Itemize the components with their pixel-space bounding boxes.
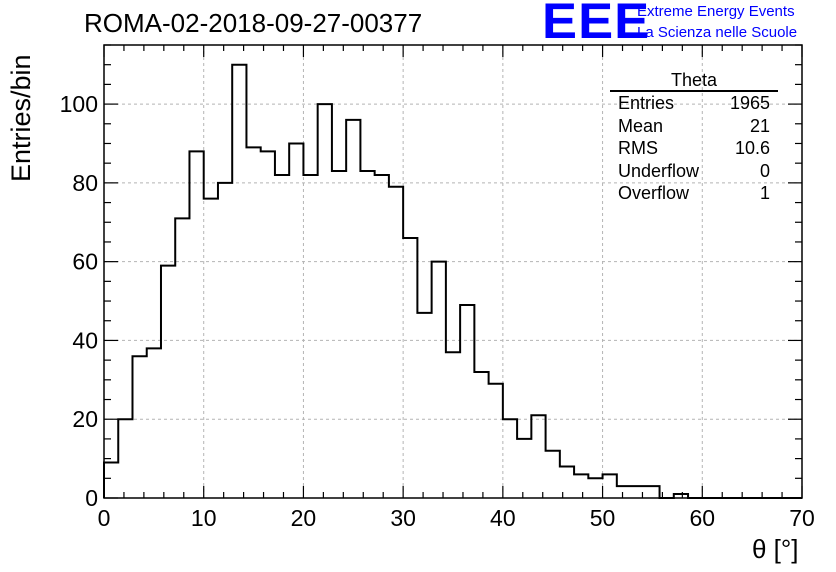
histogram-bin <box>631 486 645 498</box>
stats-value: 10.6 <box>734 138 770 159</box>
x-tick-label: 40 <box>490 505 516 531</box>
stats-label: RMS <box>618 138 658 159</box>
y-tick-label: 100 <box>60 91 98 117</box>
histogram-bin <box>232 65 246 498</box>
histogram-bin <box>161 266 175 498</box>
histogram-bin <box>503 419 517 498</box>
y-tick-label: 80 <box>72 170 98 196</box>
x-tick-label: 30 <box>390 505 416 531</box>
x-tick-label: 0 <box>98 505 111 531</box>
x-tick-label: 20 <box>291 505 317 531</box>
stats-row-underflow: Underflow 0 <box>610 160 778 183</box>
histogram-bin <box>289 143 303 498</box>
histogram-bin <box>546 451 560 498</box>
y-axis-label: Entries/bin <box>6 54 36 182</box>
histogram-bin <box>303 175 317 498</box>
histogram-bin <box>560 466 574 498</box>
histogram-bin <box>104 463 118 498</box>
stats-label: Underflow <box>618 160 700 181</box>
histogram-bin <box>588 478 602 498</box>
x-axis-label: θ [°] <box>752 534 799 564</box>
stats-title: Theta <box>610 70 778 92</box>
logo-caption-line2: La Scienza nelle Scuole <box>637 24 798 41</box>
histogram-bin <box>617 486 631 498</box>
stats-value: 21 <box>749 115 770 136</box>
histogram-bin <box>375 175 389 498</box>
stats-row-entries: Entries 1965 <box>610 92 778 115</box>
histogram-bin <box>132 356 146 498</box>
x-tick-label: 50 <box>590 505 616 531</box>
histogram-bin <box>275 175 289 498</box>
stats-label: Mean <box>618 115 664 136</box>
histogram-bin <box>460 305 474 498</box>
histogram-bin <box>603 474 617 498</box>
stats-value: 1 <box>759 183 770 204</box>
histogram-bin <box>574 474 588 498</box>
histogram-bin <box>446 352 460 498</box>
histogram-bin <box>403 238 417 498</box>
histogram-bin <box>189 151 203 498</box>
histogram-bin <box>360 171 374 498</box>
histogram-bin <box>118 419 132 498</box>
stats-value: 1965 <box>729 93 770 113</box>
histogram-bin <box>332 171 346 498</box>
histogram-bin <box>346 120 360 498</box>
x-tick-label: 70 <box>789 505 815 531</box>
histogram-bin <box>389 187 403 498</box>
histogram-step-line <box>103 63 802 499</box>
stats-box: Theta Entries 1965 Mean 21 RMS 10.6 Unde… <box>610 70 778 205</box>
x-tick-label: 60 <box>689 505 715 531</box>
stats-row-mean: Mean 21 <box>610 115 778 138</box>
run-title: ROMA-02-2018-09-27-00377 <box>84 8 423 38</box>
histogram-bin <box>474 372 488 498</box>
histogram-bin <box>261 151 275 498</box>
stats-row-overflow: Overflow 1 <box>610 182 778 205</box>
histogram-bin <box>175 218 189 498</box>
y-tick-label: 20 <box>72 406 98 432</box>
x-tick-label: 10 <box>191 505 217 531</box>
eee-logo-mark: EEE <box>542 0 651 49</box>
histogram-bin <box>645 486 659 498</box>
histogram-bin <box>517 439 531 498</box>
histogram-bin <box>204 199 218 498</box>
histogram-bin <box>489 384 503 498</box>
histogram-bin <box>246 147 260 498</box>
plot-frame <box>103 44 803 499</box>
stats-label: Overflow <box>618 183 690 204</box>
y-tick-label: 0 <box>85 485 98 511</box>
y-tick-label: 40 <box>72 327 98 353</box>
stats-row-rms: RMS 10.6 <box>610 137 778 160</box>
stats-value: 0 <box>759 160 770 181</box>
stats-label: Entries <box>618 93 675 113</box>
histogram-bin <box>432 262 446 498</box>
histogram-bin <box>147 348 161 498</box>
y-tick-label: 60 <box>72 249 98 275</box>
histogram-bin <box>318 104 332 498</box>
histogram-bin <box>531 415 545 498</box>
logo-caption-line1: Extreme Energy Events <box>637 3 795 20</box>
